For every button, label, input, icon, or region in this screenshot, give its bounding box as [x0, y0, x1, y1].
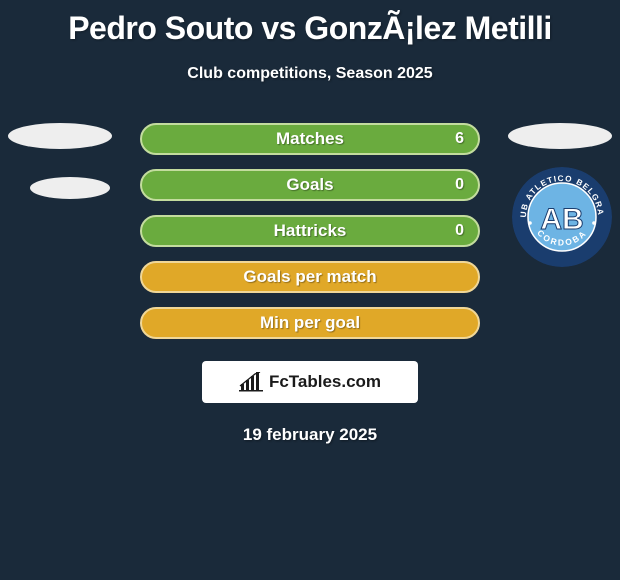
stat-label: Goals — [286, 175, 333, 195]
stat-label: Goals per match — [243, 267, 376, 287]
footer-date: 19 february 2025 — [0, 425, 620, 445]
h2h-infographic: Pedro Souto vs GonzÃ¡lez Metilli Club co… — [0, 0, 620, 455]
stat-label: Matches — [276, 129, 344, 149]
player-right-placeholder-icon — [508, 123, 612, 149]
stat-value-right: 0 — [455, 222, 464, 240]
svg-text:AB: AB — [540, 203, 583, 236]
stat-row-goals-per-match: Goals per match — [140, 261, 480, 293]
stat-row-hattricks: Hattricks 0 — [140, 215, 480, 247]
bar-chart-icon — [239, 372, 265, 392]
stats-block: CLUB ATLETICO BELGRANO CORDOBA AB Matche… — [0, 123, 620, 339]
branding-text: FcTables.com — [269, 372, 381, 392]
page-subtitle: Club competitions, Season 2025 — [0, 65, 620, 83]
stat-rows: Matches 6 Goals 0 Hattricks 0 Goals per … — [140, 123, 480, 339]
stat-label: Min per goal — [260, 313, 360, 333]
stat-row-goals: Goals 0 — [140, 169, 480, 201]
player-left-placeholder-icon — [8, 123, 112, 149]
player-left-club-placeholder-icon — [30, 177, 110, 199]
stat-row-min-per-goal: Min per goal — [140, 307, 480, 339]
club-badge-belgrano: CLUB ATLETICO BELGRANO CORDOBA AB — [512, 167, 612, 267]
branding-box: FcTables.com — [202, 361, 418, 403]
stat-row-matches: Matches 6 — [140, 123, 480, 155]
page-title: Pedro Souto vs GonzÃ¡lez Metilli — [0, 10, 620, 47]
stat-value-right: 0 — [455, 176, 464, 194]
stat-label: Hattricks — [274, 221, 347, 241]
stat-value-right: 6 — [455, 130, 464, 148]
